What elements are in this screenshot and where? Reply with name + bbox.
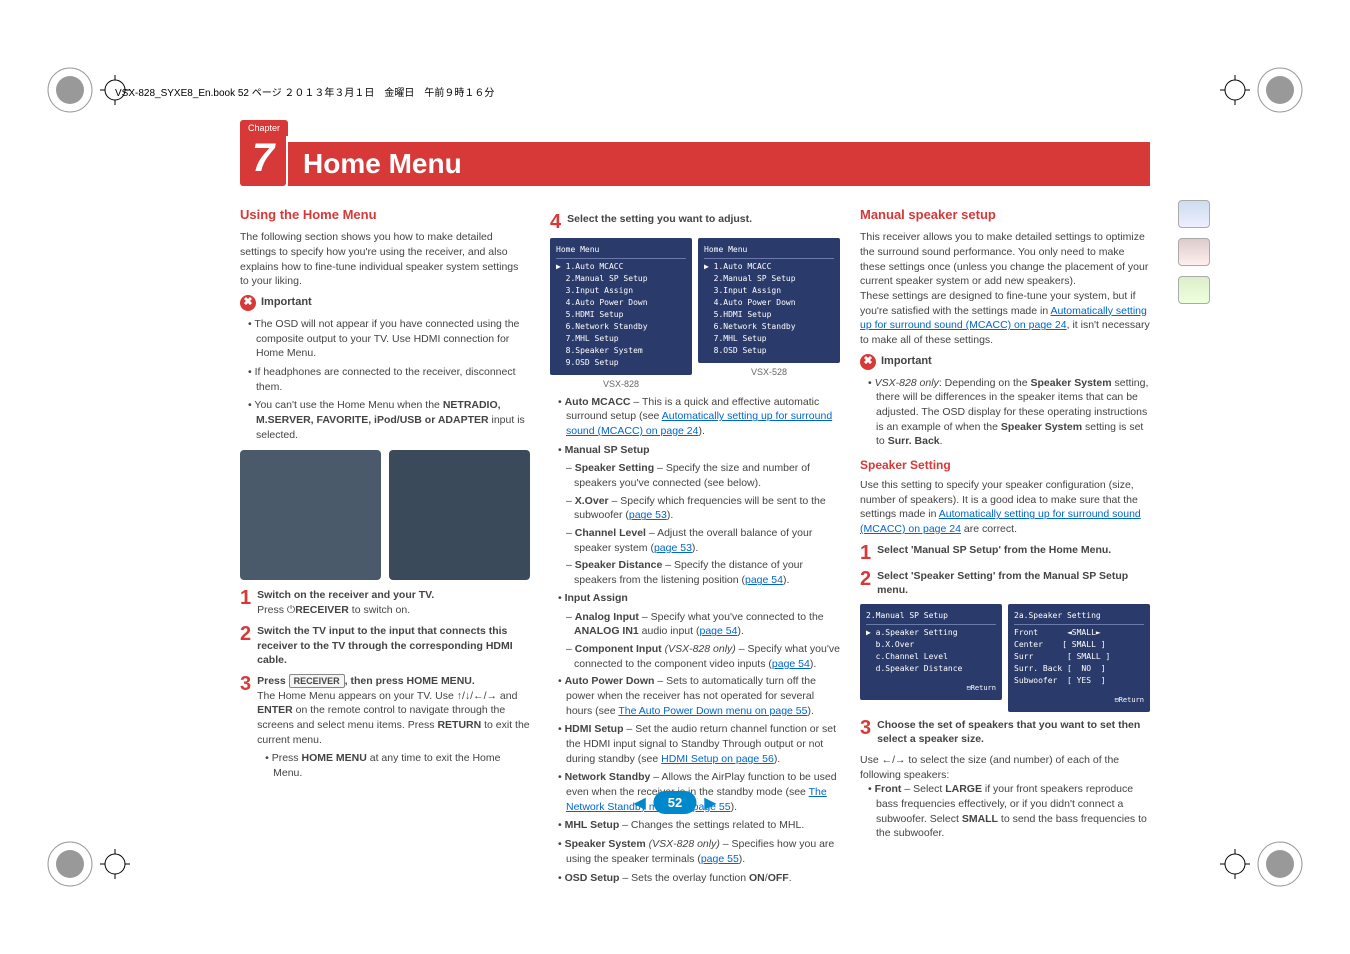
- page-number: 52: [654, 791, 696, 814]
- sidebar-icons: [1178, 200, 1210, 304]
- important-row-2: ✖ Important: [860, 354, 1150, 370]
- subsection-speaker-setting: Speaker Setting: [860, 457, 1150, 474]
- important-label: Important: [261, 295, 312, 310]
- step-c3-1: 1 Select 'Manual SP Setup' from the Home…: [860, 543, 1150, 563]
- step-num-4: 4: [550, 212, 561, 232]
- page-nav: ◀ 52 ▶: [633, 791, 716, 814]
- step-c3-2: 2 Select 'Speaker Setting' from the Manu…: [860, 569, 1150, 598]
- osd-828-list: ▶ 1.Auto MCACC 2.Manual SP Setup 3.Input…: [556, 261, 686, 369]
- important-row: ✖ Important: [240, 295, 530, 311]
- crop-mark-bl: [40, 834, 130, 894]
- step-4: 4 Select the setting you want to adjust.: [550, 212, 840, 232]
- osd-528-list: ▶ 1.Auto MCACC 2.Manual SP Setup 3.Input…: [704, 261, 834, 357]
- section-manual-speaker: Manual speaker setup: [860, 206, 1150, 224]
- step-num-2: 2: [240, 624, 251, 668]
- step-2: 2 Switch the TV input to the input that …: [240, 624, 530, 668]
- crop-mark-br: [1220, 834, 1310, 894]
- chapter-label: Chapter: [240, 120, 288, 136]
- column-2: 4 Select the setting you want to adjust.…: [550, 206, 840, 889]
- osd-speaker-setting: 2a.Speaker Setting Front ◄SMALL►Center […: [1008, 604, 1150, 712]
- side-icon-1: [1178, 200, 1210, 228]
- chapter-number: 7: [240, 136, 286, 186]
- book-info: VSX-828_SYXE8_En.book 52 ページ ２０１３年３月１日 金…: [115, 84, 494, 99]
- side-icon-3: [1178, 276, 1210, 304]
- crop-mark-tr: [1220, 60, 1310, 120]
- bullet-headphones: If headphones are connected to the recei…: [248, 365, 530, 394]
- important-icon: ✖: [240, 295, 256, 311]
- intro-text: The following section shows you how to m…: [240, 230, 530, 289]
- section-using-home-menu: Using the Home Menu: [240, 206, 530, 224]
- column-1: Using the Home Menu The following sectio…: [240, 206, 530, 889]
- side-icon-2: [1178, 238, 1210, 266]
- step-num-3: 3: [240, 674, 251, 785]
- chapter-title: Home Menu: [288, 142, 1150, 186]
- column-3: Manual speaker setup This receiver allow…: [860, 206, 1150, 889]
- bullet-osd: The OSD will not appear if you have conn…: [248, 317, 530, 361]
- step-num-1: 1: [240, 588, 251, 617]
- step-3: 3 Press RECEIVER, then press HOME MENU. …: [240, 674, 530, 785]
- b-manualsp: Manual SP Setup: [558, 443, 840, 458]
- nav-next-icon[interactable]: ▶: [704, 793, 716, 813]
- osd-528: Home Menu ▶ 1.Auto MCACC 2.Manual SP Set…: [698, 238, 840, 363]
- important-icon: ✖: [860, 354, 876, 370]
- osd-828: Home Menu ▶ 1.Auto MCACC 2.Manual SP Set…: [550, 238, 692, 375]
- chapter-header: Chapter 7 Home Menu: [240, 120, 1150, 186]
- osd-manual-sp: 2.Manual SP Setup ▶ a.Speaker Setting b.…: [860, 604, 1002, 700]
- remote-illustration: [240, 450, 530, 580]
- step-c3-3: 3 Choose the set of speakers that you wa…: [860, 718, 1150, 747]
- step-1: 1 Switch on the receiver and your TV.Pre…: [240, 588, 530, 617]
- bullet-inputs: You can't use the Home Menu when the NET…: [248, 398, 530, 442]
- b-automcacc: Auto MCACC – This is a quick and effecti…: [558, 395, 840, 439]
- nav-prev-icon[interactable]: ◀: [633, 793, 645, 813]
